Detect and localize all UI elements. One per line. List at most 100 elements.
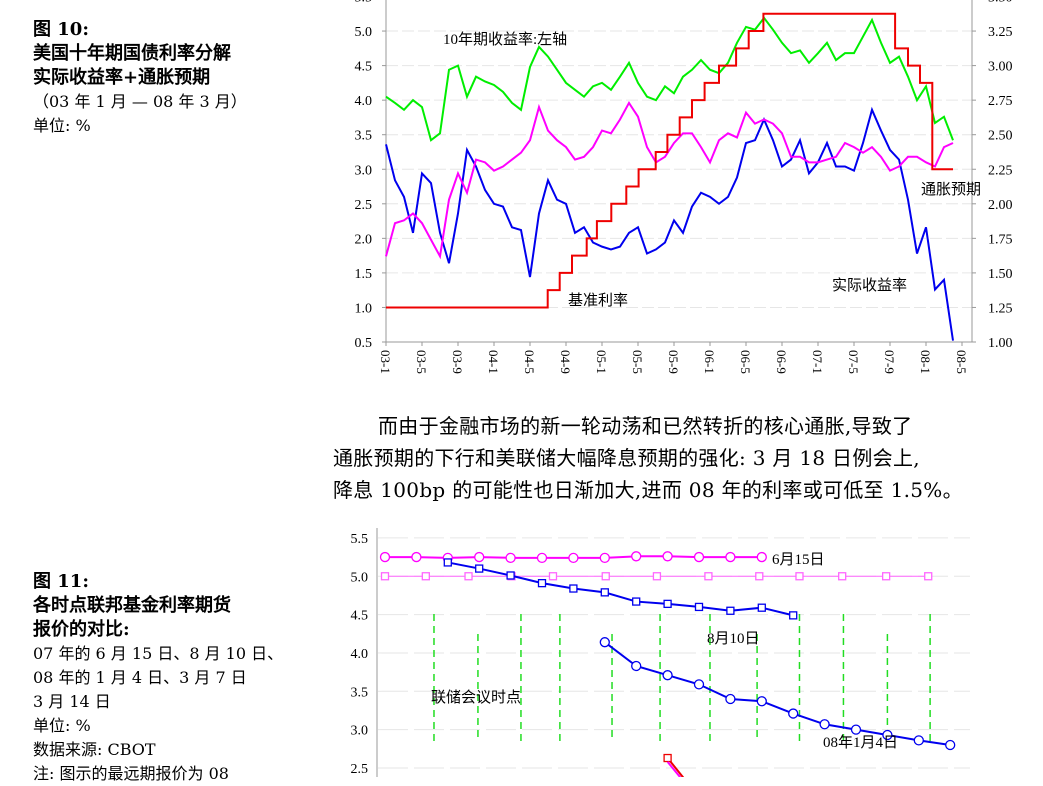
series-point-circle xyxy=(536,552,548,563)
y-tick-label: 5.0 xyxy=(351,570,369,585)
label-fed-rate: 基准利率 xyxy=(568,292,628,309)
label-inflation-expectation: 通胀预期 xyxy=(921,181,981,198)
series-point-circle xyxy=(819,719,830,730)
series-point-square xyxy=(755,572,764,581)
right-tick-label: 3.50 xyxy=(988,0,1013,6)
label-fomc-meetings: 联储会议时点 xyxy=(431,689,521,706)
series-point-square xyxy=(694,602,704,612)
right-tick-label: 1.00 xyxy=(988,336,1013,351)
figure10-title-line1: 美国十年期国债利率分解 xyxy=(33,43,231,64)
series-line-0 xyxy=(385,16,954,142)
series-point-circle xyxy=(882,729,893,741)
series-point-circle xyxy=(599,637,610,648)
figure11-desc-line1: 07 年的 6 月 15 日、8 月 10 日、 xyxy=(33,644,284,663)
label-jun15: 6月15日 xyxy=(772,552,825,568)
left-tick-label: 1.0 xyxy=(355,301,373,316)
series-point-circle xyxy=(474,551,485,563)
body-paragraph: 而由于金融市场的新一轮动荡和已然转折的核心通胀,导致了 通胀预期的下行和美联储大… xyxy=(333,410,1023,506)
figure11-desc-line3: 3 月 14 日 xyxy=(33,692,111,711)
series-point-square xyxy=(464,572,473,581)
left-tick-label: 4.0 xyxy=(355,94,373,109)
x-tick-label: 07-9 xyxy=(882,350,897,374)
series-point-square xyxy=(421,572,430,581)
left-tick-label: 0.5 xyxy=(355,336,373,351)
figure11-desc-line2: 08 年的 1 月 4 日、3 月 7 日 xyxy=(33,668,247,687)
series-point-square xyxy=(569,584,578,593)
series-point-square xyxy=(632,597,641,606)
series-point-circle xyxy=(725,551,736,563)
series-point-square xyxy=(443,558,452,567)
left-tick-label: 4.5 xyxy=(355,60,373,75)
left-tick-label: 5.5 xyxy=(355,0,373,6)
left-tick-label: 1.5 xyxy=(355,267,373,282)
label-aug10: 8月10日 xyxy=(707,631,760,647)
right-tick-label: 2.25 xyxy=(988,163,1013,178)
x-tick-label: 06-5 xyxy=(738,350,753,374)
right-tick-label: 1.25 xyxy=(988,301,1013,316)
x-tick-label: 08-1 xyxy=(918,350,933,374)
series-point-circle xyxy=(788,708,799,719)
x-tick-label: 03-5 xyxy=(414,350,429,374)
x-tick-label: 07-5 xyxy=(846,350,861,374)
series-point-circle xyxy=(599,552,610,563)
right-tick-label: 2.75 xyxy=(988,94,1013,109)
series-point-circle xyxy=(756,696,767,707)
x-tick-label: 03-9 xyxy=(450,350,465,374)
right-tick-label: 1.50 xyxy=(988,267,1013,282)
x-tick-label: 08-5 xyxy=(954,350,969,374)
y-tick-label: 4.5 xyxy=(351,609,369,624)
right-tick-label: 2.50 xyxy=(988,129,1013,144)
series-point-square xyxy=(537,579,547,588)
series-point-square xyxy=(881,572,891,581)
y-tick-label: 3.0 xyxy=(351,724,369,739)
series-point-circle xyxy=(693,679,705,690)
series-point-square xyxy=(789,611,798,620)
series-line-5 xyxy=(666,761,682,777)
series-point-square xyxy=(380,572,390,581)
y-tick-label: 5.5 xyxy=(351,532,369,547)
figure11-title-line1: 各时点联邦基金利率期货 xyxy=(33,595,231,616)
series-point-circle xyxy=(411,551,422,563)
body-line-3: 降息 100bp 的可能性也日渐加大,进而 08 年的利率或可低至 1.5%。 xyxy=(333,478,963,502)
series-point-circle xyxy=(756,551,767,563)
x-tick-label: 04-5 xyxy=(522,350,537,374)
series-point-square xyxy=(600,588,609,597)
x-tick-label: 04-9 xyxy=(558,350,573,374)
series-point-square xyxy=(924,572,933,581)
series-point-square xyxy=(704,572,713,581)
y-tick-label: 2.5 xyxy=(351,762,369,777)
left-tick-label: 2.0 xyxy=(355,232,373,247)
figure11-number: 图 11: xyxy=(33,571,89,592)
series-line-1 xyxy=(385,106,954,341)
series-point-circle xyxy=(568,552,579,563)
right-tick-label: 1.75 xyxy=(988,232,1013,247)
series-point-square xyxy=(663,599,672,609)
series-point-square xyxy=(506,571,515,580)
series-point-square xyxy=(475,564,484,573)
figure11-source: 数据来源: CBOT xyxy=(33,740,156,759)
label-jan4: 08年1月4日 xyxy=(823,734,898,751)
series-line-4 xyxy=(666,757,685,777)
series-point-circle xyxy=(662,551,673,562)
left-tick-label: 3.0 xyxy=(355,163,373,178)
series-point-square xyxy=(795,572,804,581)
series-point-circle xyxy=(913,735,924,746)
x-tick-label: 06-9 xyxy=(774,350,789,374)
body-line-2: 通胀预期的下行和美联储大幅降息预期的强化: 3 月 18 日例会上, xyxy=(333,446,920,470)
x-tick-label: 04-1 xyxy=(486,350,501,374)
series-line-3 xyxy=(604,641,951,746)
body-line-1: 而由于金融市场的新一轮动荡和已然转折的核心通胀,导致了 xyxy=(378,414,913,438)
series-point-square xyxy=(726,606,735,615)
figure10-number: 图 10: xyxy=(33,19,89,40)
label-real-yield: 实际收益率 xyxy=(832,277,907,294)
figure11-title-line2: 报价的对比: xyxy=(33,619,130,640)
series-point-square xyxy=(652,572,662,581)
series-point-circle xyxy=(631,660,642,672)
left-tick-label: 3.5 xyxy=(355,129,373,144)
right-tick-label: 3.25 xyxy=(988,25,1013,40)
x-tick-label: 05-1 xyxy=(594,350,609,374)
series-point-square xyxy=(663,753,672,763)
series-point-circle xyxy=(725,693,736,705)
series-line-2 xyxy=(447,561,794,617)
